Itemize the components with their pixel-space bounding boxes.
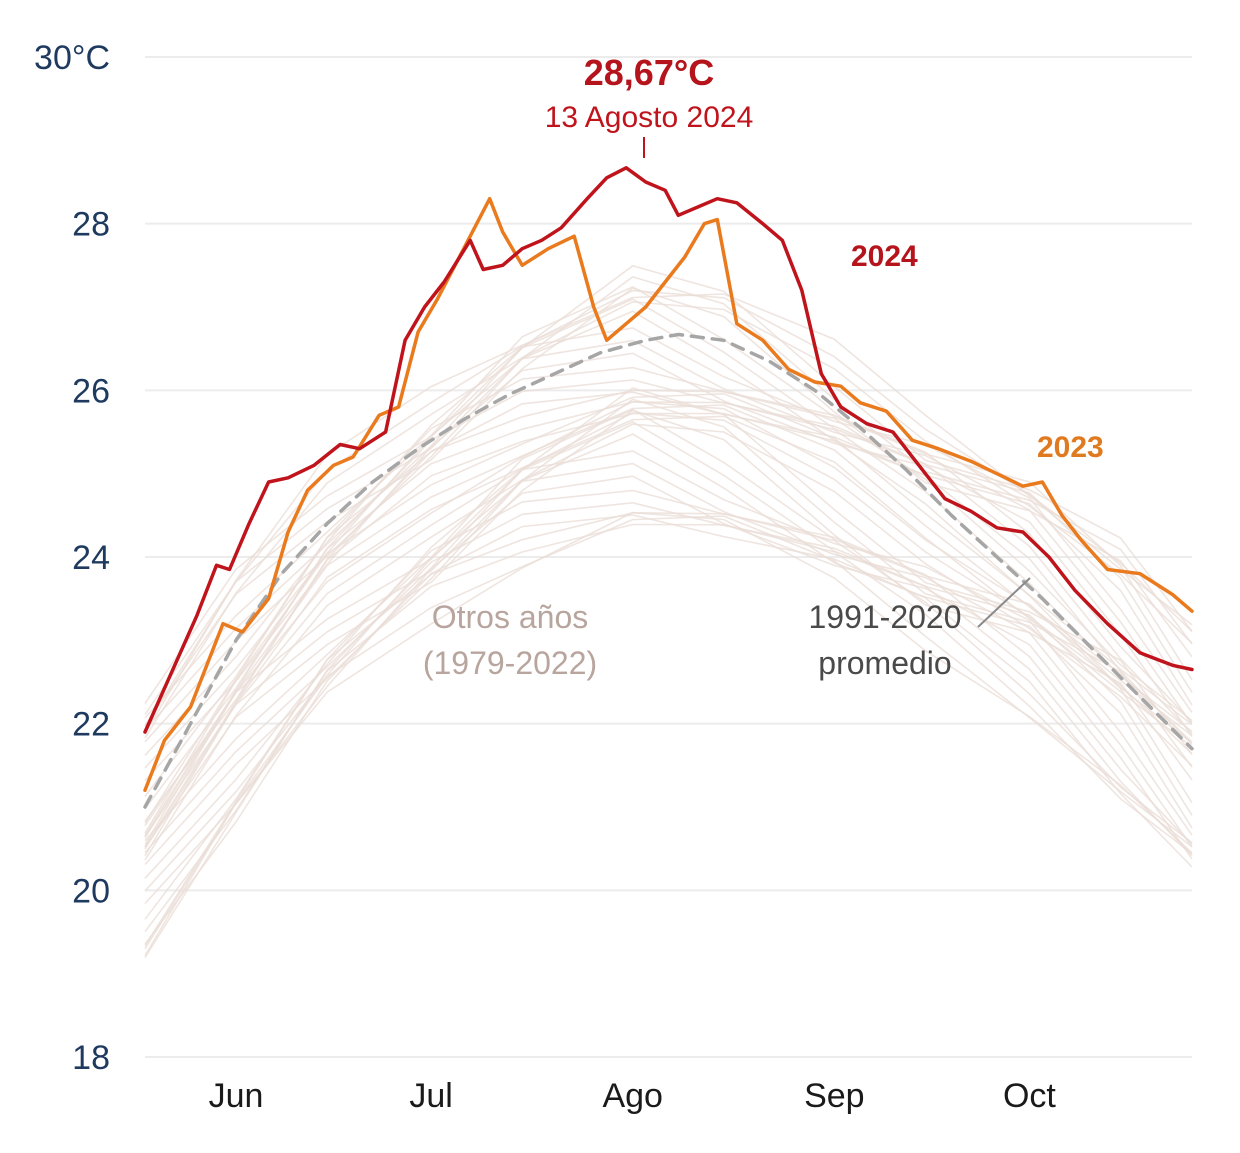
other-year-line	[144, 401, 1193, 836]
y-tick-label: 28	[72, 206, 110, 244]
annotations: 28,67°C 13 Agosto 2024 2024 2023 Otros a…	[423, 52, 1104, 681]
y-tick-label: 18	[72, 1039, 110, 1077]
other-year-line	[144, 300, 1193, 739]
other-year-line	[144, 392, 1193, 834]
y-tick-label: 24	[72, 539, 110, 577]
other-year-line	[144, 415, 1193, 857]
other-year-line	[144, 398, 1193, 837]
other-year-line	[144, 421, 1193, 854]
series-line-2024	[143, 166, 1194, 734]
x-axis-ticks: Jun Jul Ago Sep Oct	[209, 1077, 1057, 1115]
average-label-leader	[977, 577, 1031, 628]
other-year-line	[144, 264, 1193, 704]
other-year-line	[144, 298, 1193, 731]
other-year-line	[144, 523, 1193, 959]
series-line-2023	[143, 196, 1194, 793]
y-tick-label: 22	[72, 706, 110, 744]
average-label-line2: promedio	[818, 645, 951, 681]
peak-value-label: 28,67°C	[584, 52, 714, 93]
series-label-2023: 2023	[1037, 431, 1104, 464]
other-year-line	[144, 409, 1193, 848]
x-tick-label: Oct	[1003, 1077, 1056, 1115]
x-tick-label: Sep	[804, 1077, 865, 1115]
y-tick-label: 20	[72, 872, 110, 910]
other-year-line	[144, 310, 1193, 743]
other-year-line	[144, 514, 1193, 945]
other-year-line	[144, 511, 1193, 950]
y-tick-label: 26	[72, 372, 110, 410]
other-year-line	[144, 289, 1193, 728]
x-tick-label: Jul	[409, 1077, 452, 1115]
x-tick-label: Jun	[209, 1077, 264, 1115]
other-year-line	[144, 412, 1193, 848]
other-year-line	[144, 433, 1193, 866]
other-years-label-line1: Otros años	[432, 599, 589, 635]
y-tick-label: 30°C	[34, 39, 110, 77]
other-year-line	[144, 293, 1193, 734]
x-tick-label: Ago	[602, 1077, 663, 1115]
grid-lines	[145, 56, 1192, 1058]
other-year-line	[144, 366, 1193, 797]
peak-date-label: 13 Agosto 2024	[545, 101, 754, 134]
series-line-1991-2020-promedio	[143, 332, 1194, 809]
other-year-line	[144, 475, 1193, 905]
other-year-line	[144, 379, 1193, 810]
other-years-label-line2: (1979-2022)	[423, 645, 597, 681]
other-year-line	[144, 391, 1193, 822]
other-year-line	[144, 286, 1193, 719]
other-year-line	[144, 515, 1193, 956]
other-years-lines	[144, 264, 1193, 959]
other-year-line	[144, 287, 1193, 726]
average-label-line1: 1991-2020	[808, 599, 961, 635]
series-lines	[143, 166, 1194, 809]
other-year-line	[144, 404, 1193, 845]
other-year-line	[144, 387, 1193, 827]
other-year-line	[144, 412, 1193, 850]
y-axis-ticks: 30°C 28 26 24 22 20 18	[34, 39, 110, 1077]
series-label-2024: 2024	[851, 240, 918, 273]
